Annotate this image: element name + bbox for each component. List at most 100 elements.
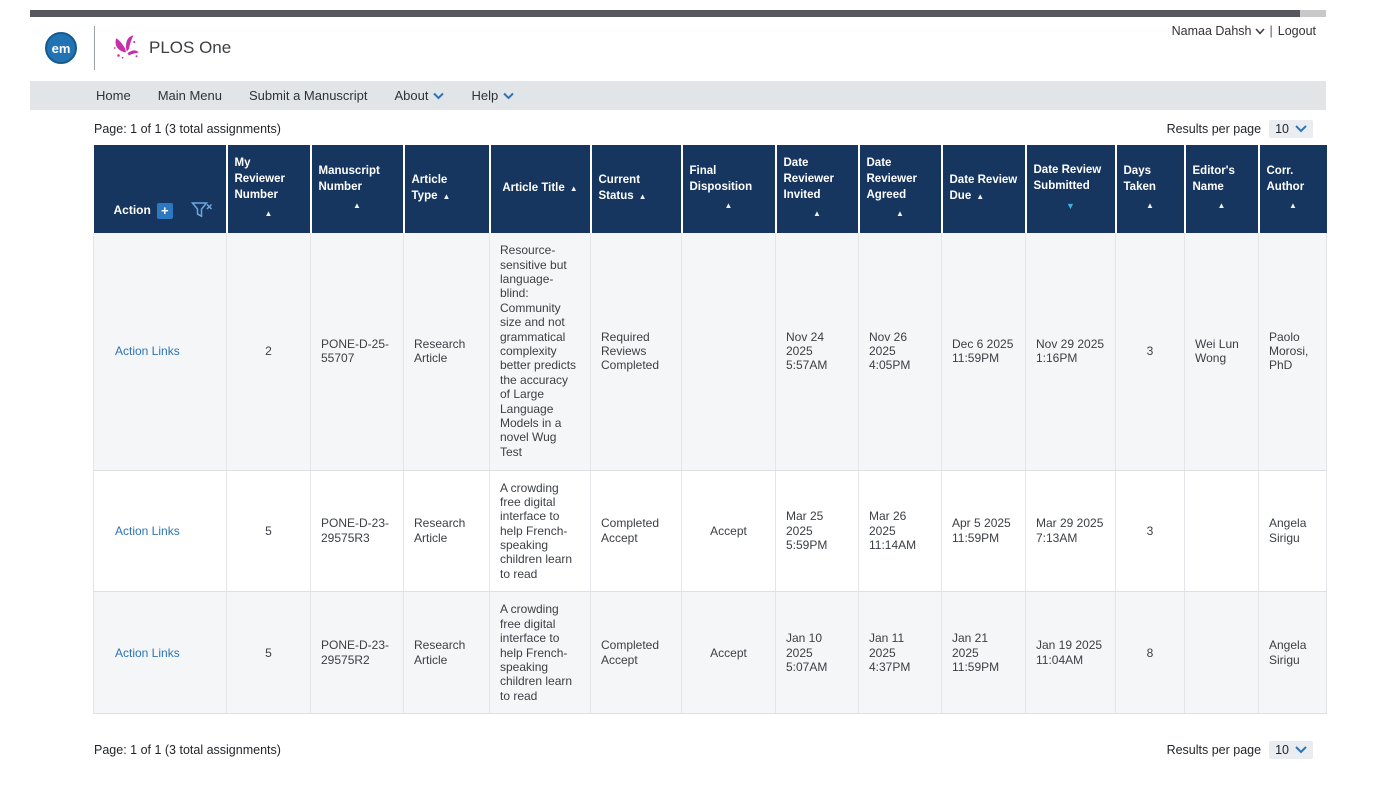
col-header-final-disposition[interactable]: Final Disposition ▲ — [681, 145, 777, 233]
sort-asc-icon[interactable]: ▲ — [896, 209, 904, 219]
chevron-down-icon — [503, 92, 514, 99]
chevron-down-icon — [1295, 746, 1307, 754]
cell-article-type: Research Article — [403, 233, 490, 471]
cell-article-type: Research Article — [403, 591, 490, 715]
col-label: Final Disposition — [689, 165, 753, 193]
main-nav: Home Main Menu Submit a Manuscript About… — [30, 79, 1326, 110]
cell-current-status: Required Reviews Completed — [590, 233, 682, 471]
clear-filter-icon[interactable] — [190, 201, 214, 220]
col-label: Date Review Due — [949, 174, 1018, 202]
chevron-down-icon — [1295, 125, 1307, 133]
action-links[interactable]: Action Links — [115, 645, 180, 660]
results-per-page-value: 10 — [1275, 743, 1289, 758]
col-label: Date Reviewer Invited — [783, 157, 835, 201]
col-header-days-taken[interactable]: Days Taken ▲ — [1115, 145, 1186, 233]
table-row: Action Links 5 PONE-D-23-29575R2 Researc… — [93, 591, 1327, 715]
cell-days-taken: 3 — [1115, 233, 1185, 471]
cell-manuscript-number: PONE-D-23-29575R2 — [310, 591, 404, 715]
action-links[interactable]: Action Links — [115, 344, 180, 359]
masthead-divider — [94, 26, 95, 70]
col-header-article-type[interactable]: Article Type ▲ — [403, 145, 491, 233]
chevron-down-icon — [433, 92, 445, 99]
sort-asc-icon[interactable]: ▲ — [1217, 201, 1226, 211]
col-label: Article Title — [502, 182, 565, 195]
cell-current-status: Completed Accept — [590, 591, 682, 715]
cell-date-reviewer-agreed: Nov 26 2025 4:05PM — [858, 233, 942, 471]
page-info: Page: 1 of 1 (3 total assignments) — [94, 122, 281, 136]
page-info: Page: 1 of 1 (3 total assignments) — [94, 743, 281, 758]
sort-asc-icon[interactable]: ▲ — [353, 201, 361, 211]
cell-article-title: Resource-sensitive but language-blind: C… — [489, 233, 591, 471]
col-label: My Reviewer Number — [234, 157, 286, 201]
col-label: Article Type — [411, 174, 448, 202]
sort-asc-icon[interactable]: ▲ — [569, 184, 578, 194]
assignments-table: Action + My Reviewer Number ▲ — [93, 145, 1327, 715]
header-row: Action + My Reviewer Number ▲ — [93, 145, 1327, 233]
cell-article-type: Research Article — [403, 470, 490, 593]
cell-date-reviewer-agreed: Jan 11 2025 4:37PM — [858, 591, 942, 715]
action-links[interactable]: Action Links — [115, 523, 180, 538]
cell-final-disposition — [681, 233, 776, 471]
sort-asc-icon[interactable]: ▲ — [1289, 201, 1297, 211]
cell-current-status: Completed Accept — [590, 470, 682, 593]
sort-asc-icon[interactable]: ▲ — [638, 192, 647, 201]
col-label: Current Status — [598, 174, 641, 202]
col-header-date-review-submitted[interactable]: Date Review Submitted ▼ — [1025, 145, 1117, 233]
col-header-action: Action + — [93, 145, 228, 233]
results-per-page-label: Results per page — [1166, 743, 1262, 758]
results-per-page-label: Results per page — [1166, 122, 1262, 136]
results-per-page-select[interactable]: 10 — [1269, 120, 1313, 138]
cell-my-reviewer-number: 5 — [226, 470, 311, 593]
user-bar: Namaa Dahsh | Logout — [1172, 24, 1316, 38]
col-header-editors-name[interactable]: Editor's Name ▲ — [1184, 145, 1260, 233]
col-header-article-title[interactable]: Article Title ▲ — [489, 145, 592, 233]
table-row: Action Links 5 PONE-D-23-29575R3 Researc… — [93, 470, 1327, 593]
col-label: Corr. Author — [1266, 165, 1305, 193]
cell-date-review-due: Dec 6 2025 11:59PM — [941, 233, 1026, 471]
nav-item-home[interactable]: Home — [96, 88, 131, 103]
nav-item-main-menu[interactable]: Main Menu — [157, 88, 222, 103]
logout-link[interactable]: Logout — [1277, 24, 1316, 38]
col-label: Days Taken — [1123, 165, 1156, 193]
cell-date-reviewer-invited: Jan 10 2025 5:07AM — [775, 591, 859, 715]
sort-asc-icon[interactable]: ▲ — [813, 209, 821, 219]
col-header-manuscript-number[interactable]: Manuscript Number ▲ — [310, 145, 405, 233]
cell-days-taken: 8 — [1115, 591, 1185, 715]
cell-date-review-submitted: Jan 19 2025 11:04AM — [1025, 591, 1116, 715]
col-header-date-review-due[interactable]: Date Review Due ▲ — [941, 145, 1027, 233]
chevron-down-icon — [1254, 27, 1265, 35]
cell-editors-name: Wei Lun Wong — [1184, 233, 1259, 471]
nav-help-label: Help — [471, 88, 499, 103]
cell-date-review-due: Apr 5 2025 11:59PM — [941, 470, 1026, 593]
cell-days-taken: 3 — [1115, 470, 1185, 593]
table-row: Action Links 2 PONE-D-25-55707 Research … — [93, 233, 1327, 471]
cell-date-reviewer-agreed: Mar 26 2025 11:14AM — [858, 470, 942, 593]
sort-asc-icon[interactable]: ▲ — [442, 192, 451, 201]
col-label: Date Review Submitted — [1033, 164, 1102, 192]
sort-asc-icon[interactable]: ▲ — [976, 192, 985, 201]
col-header-corr-author[interactable]: Corr. Author ▲ — [1258, 145, 1327, 233]
add-column-icon[interactable]: + — [156, 202, 173, 219]
cell-manuscript-number: PONE-D-25-55707 — [310, 233, 404, 471]
cell-corr-author: Angela Sirigu — [1258, 470, 1327, 593]
nav-item-help[interactable]: Help — [471, 88, 514, 103]
sort-desc-active-icon[interactable]: ▼ — [1066, 201, 1075, 212]
col-label: Manuscript Number — [318, 165, 380, 193]
cell-editors-name — [1184, 591, 1259, 715]
cell-final-disposition: Accept — [681, 470, 776, 593]
col-header-date-reviewer-invited[interactable]: Date Reviewer Invited ▲ — [775, 145, 860, 233]
results-per-page-select[interactable]: 10 — [1269, 741, 1313, 760]
em-logo[interactable]: em — [45, 32, 77, 64]
nav-item-about[interactable]: About — [395, 88, 445, 103]
sort-asc-icon[interactable]: ▲ — [264, 209, 273, 219]
nav-item-submit-manuscript[interactable]: Submit a Manuscript — [249, 88, 368, 103]
sort-asc-icon[interactable]: ▲ — [1146, 201, 1154, 211]
user-menu[interactable]: Namaa Dahsh — [1172, 24, 1265, 38]
user-bar-divider: | — [1269, 24, 1273, 38]
nav-about-label: About — [394, 88, 429, 103]
col-header-my-reviewer-number[interactable]: My Reviewer Number ▲ — [226, 145, 312, 233]
col-header-current-status[interactable]: Current Status ▲ — [590, 145, 683, 233]
col-header-date-reviewer-agreed[interactable]: Date Reviewer Agreed ▲ — [858, 145, 943, 233]
sort-asc-icon[interactable]: ▲ — [724, 201, 733, 211]
cell-date-review-submitted: Nov 29 2025 1:16PM — [1025, 233, 1116, 471]
